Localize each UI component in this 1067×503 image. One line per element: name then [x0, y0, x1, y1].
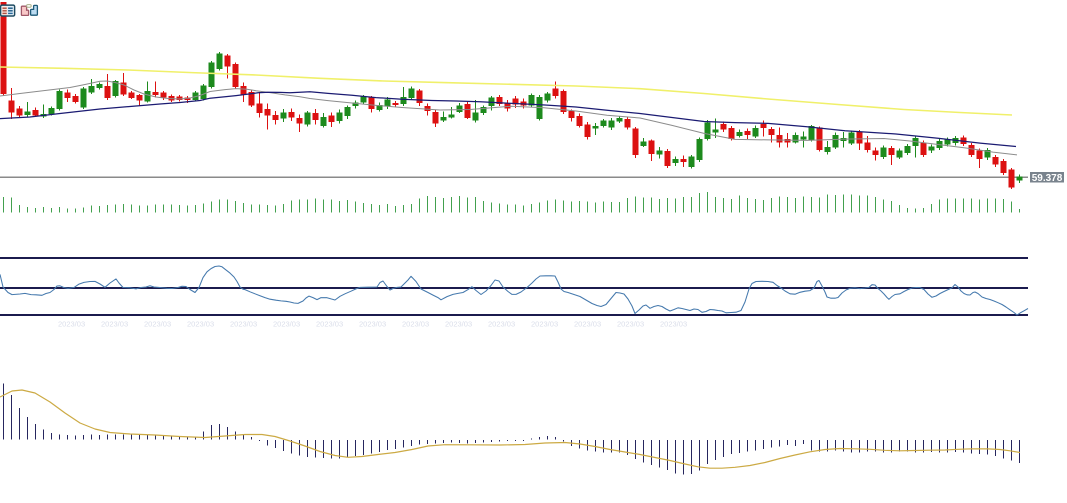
svg-text:2023/03: 2023/03 — [531, 320, 558, 329]
svg-text:2023/03: 2023/03 — [101, 320, 128, 329]
svg-text:59.378: 59.378 — [1032, 173, 1063, 184]
svg-text:2023/03: 2023/03 — [617, 320, 644, 329]
svg-text:2023/03: 2023/03 — [316, 320, 343, 329]
svg-text:2023/03: 2023/03 — [488, 320, 515, 329]
svg-text:2023/03: 2023/03 — [359, 320, 386, 329]
svg-text:2023/03: 2023/03 — [58, 320, 85, 329]
svg-text:2023/03: 2023/03 — [187, 320, 214, 329]
svg-text:2023/03: 2023/03 — [230, 320, 257, 329]
svg-text:2023/03: 2023/03 — [574, 320, 601, 329]
svg-text:2023/03: 2023/03 — [273, 320, 300, 329]
svg-text:2023/03: 2023/03 — [144, 320, 171, 329]
svg-text:2023/03: 2023/03 — [660, 320, 687, 329]
svg-text:2023/03: 2023/03 — [445, 320, 472, 329]
svg-text:2023/03: 2023/03 — [402, 320, 429, 329]
